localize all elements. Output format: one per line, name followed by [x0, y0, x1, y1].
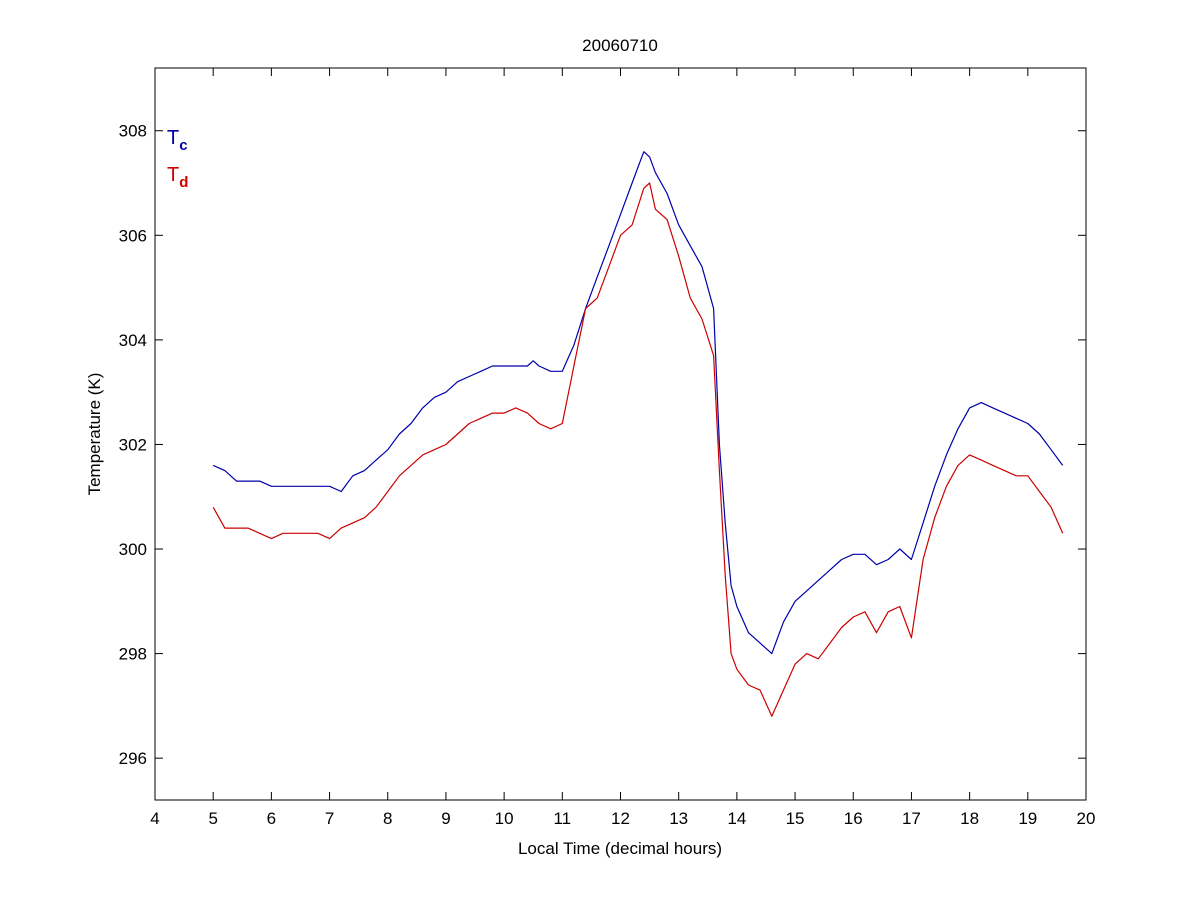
legend-entry-tc: Tc	[167, 127, 188, 154]
x-tick-label: 16	[844, 809, 863, 828]
x-tick-label: 9	[441, 809, 450, 828]
y-tick-label: 308	[119, 122, 147, 141]
y-tick-label: 298	[119, 645, 147, 664]
x-axis-label: Local Time (decimal hours)	[518, 839, 722, 858]
x-tick-label: 11	[553, 809, 571, 828]
series-line-td	[212, 182, 1064, 717]
legend-tc-base: T	[167, 127, 179, 149]
x-tick-label: 8	[383, 809, 392, 828]
chart-title: 20060710	[582, 36, 658, 55]
legend-tc-sub: c	[179, 137, 187, 154]
x-tick-label: 6	[267, 809, 276, 828]
x-tick-label: 18	[960, 809, 979, 828]
x-tick-label: 4	[150, 809, 159, 828]
legend-td-sub: d	[179, 174, 188, 191]
x-tick-label: 15	[786, 809, 805, 828]
series-line-tc	[212, 151, 1064, 655]
x-tick-label: 13	[669, 809, 688, 828]
plot-area	[154, 67, 1087, 801]
y-tick-label: 302	[119, 435, 147, 454]
legend: Tc Td	[167, 127, 188, 191]
x-tick-label: 14	[727, 809, 746, 828]
legend-entry-td: Td	[167, 164, 188, 191]
x-tick-label: 7	[325, 809, 334, 828]
legend-td-base: T	[167, 164, 179, 186]
y-tick-label: 296	[119, 749, 147, 768]
x-tick-label: 5	[208, 809, 217, 828]
x-axis-ticks: 4 5 6 7 8 9 10 11 12 13 14 15 16 17 18 19 20	[150, 68, 1095, 828]
y-tick-label: 304	[119, 331, 147, 350]
x-tick-label: 10	[495, 809, 514, 828]
x-tick-label: 12	[611, 809, 630, 828]
y-tick-label: 300	[119, 540, 147, 559]
y-tick-label: 306	[119, 226, 147, 245]
x-tick-label: 17	[902, 809, 921, 828]
y-axis-label: Temperature (K)	[85, 373, 104, 496]
x-tick-label: 20	[1077, 809, 1096, 828]
series-lines	[212, 151, 1064, 717]
x-tick-label: 19	[1018, 809, 1037, 828]
y-axis-ticks: 296 298 300 302 304 306 308	[119, 122, 1086, 768]
